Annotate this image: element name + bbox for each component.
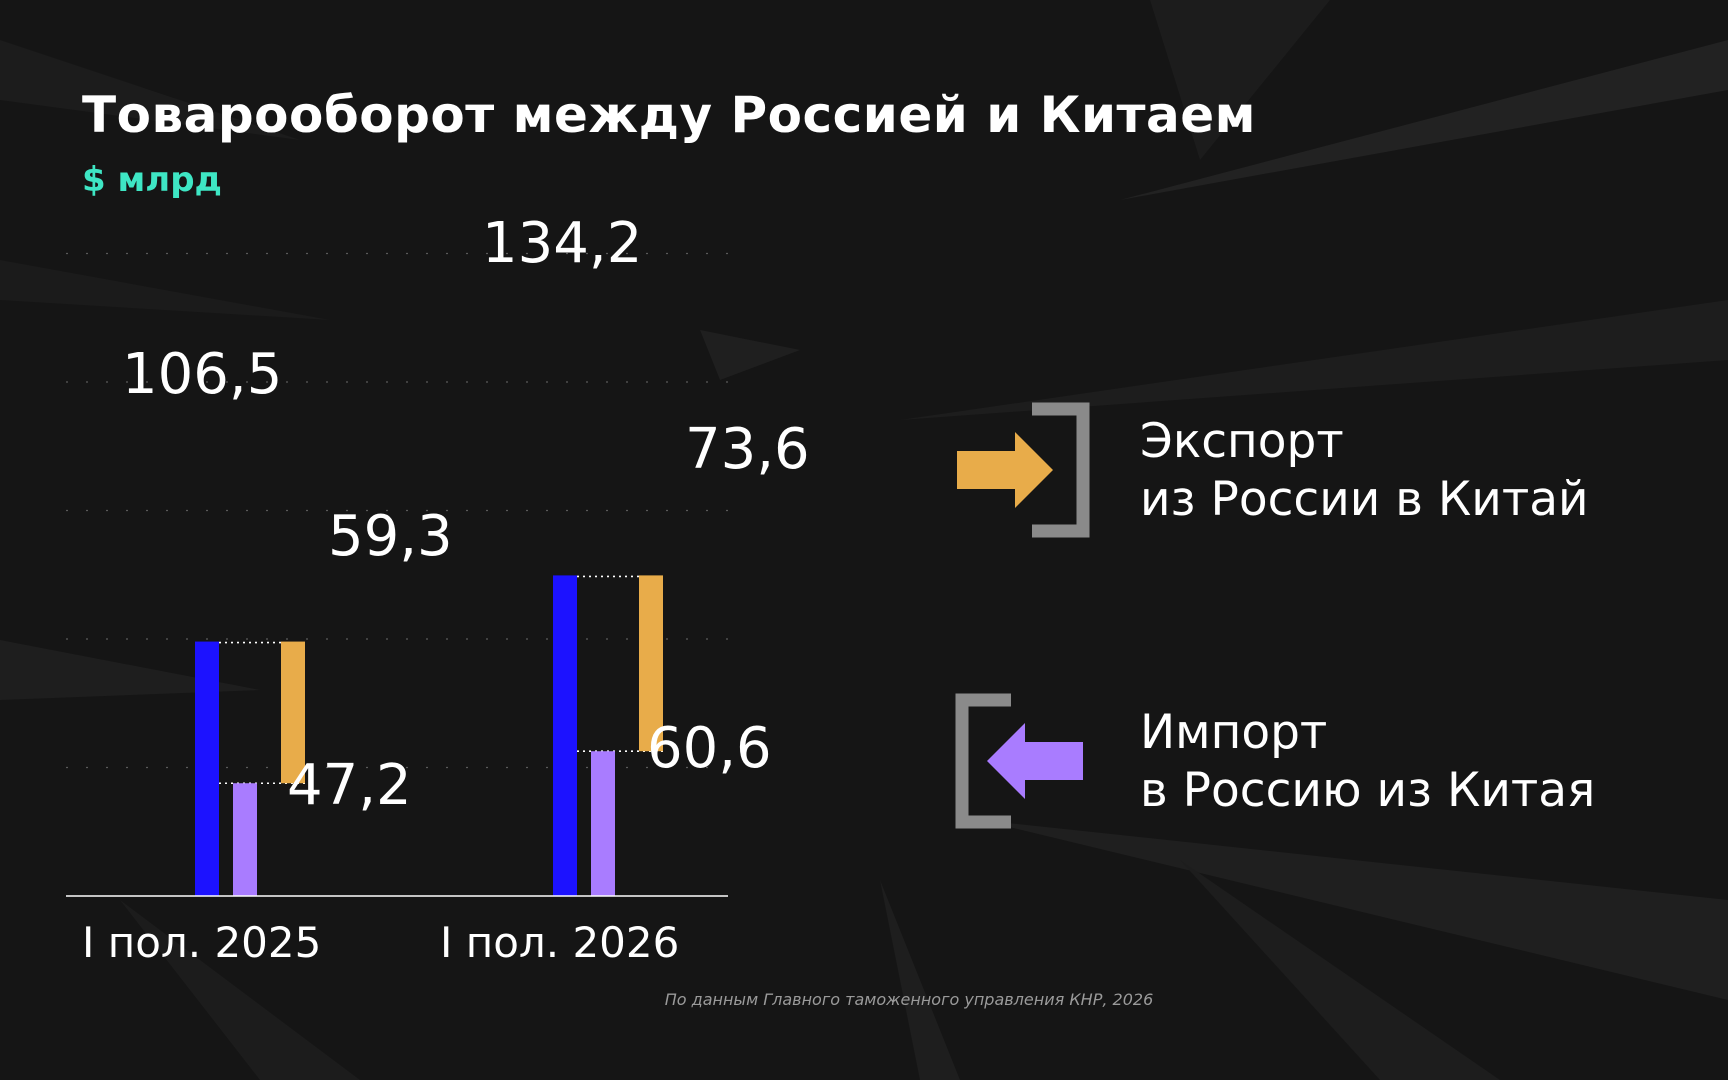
export-bracket [1032,402,1090,538]
legend-import-line2: в Россию из Китая [1140,763,1596,818]
arrow-into-bracket-icon [957,402,1090,538]
import-bracket [955,693,1011,829]
value-labels: 106,5 59,3 47,2 134,2 73,6 60,6 [122,211,810,818]
value-label-import: 60,6 [647,716,772,781]
bars [195,575,663,896]
category-label: I пол. 2025 [82,918,321,967]
category-labels: I пол. 2025 I пол. 2026 [82,918,679,967]
unit-label: $ млрд [82,160,222,200]
legend-import-line1: Импорт [1140,705,1328,760]
value-label-total: 134,2 [482,211,642,276]
value-label-import: 47,2 [287,753,412,818]
value-label-export: 73,6 [685,417,810,482]
export-arrow-shaft [957,451,1015,489]
bar-total [195,641,219,896]
import-arrow-head [987,723,1025,799]
legend-export-line1: Экспорт [1140,414,1344,469]
source-footnote: По данным Главного таможенного управлени… [664,990,1154,1009]
value-label-total: 106,5 [122,342,282,407]
export-arrow-head [1015,432,1053,508]
category-label: I пол. 2026 [440,918,679,967]
chart-title: Товарооборот между Россией и Китаем [82,86,1257,144]
bar-import [591,751,615,896]
bar-export [281,641,305,784]
connector-lines [219,575,663,785]
legend-export-line2: из России в Китай [1140,472,1589,527]
arrow-out-of-bracket-icon [955,693,1083,829]
import-arrow-shaft [1025,742,1083,780]
bar-export [639,575,663,752]
value-label-export: 59,3 [328,504,453,569]
bar-total [553,575,577,896]
bar-import [233,783,257,896]
